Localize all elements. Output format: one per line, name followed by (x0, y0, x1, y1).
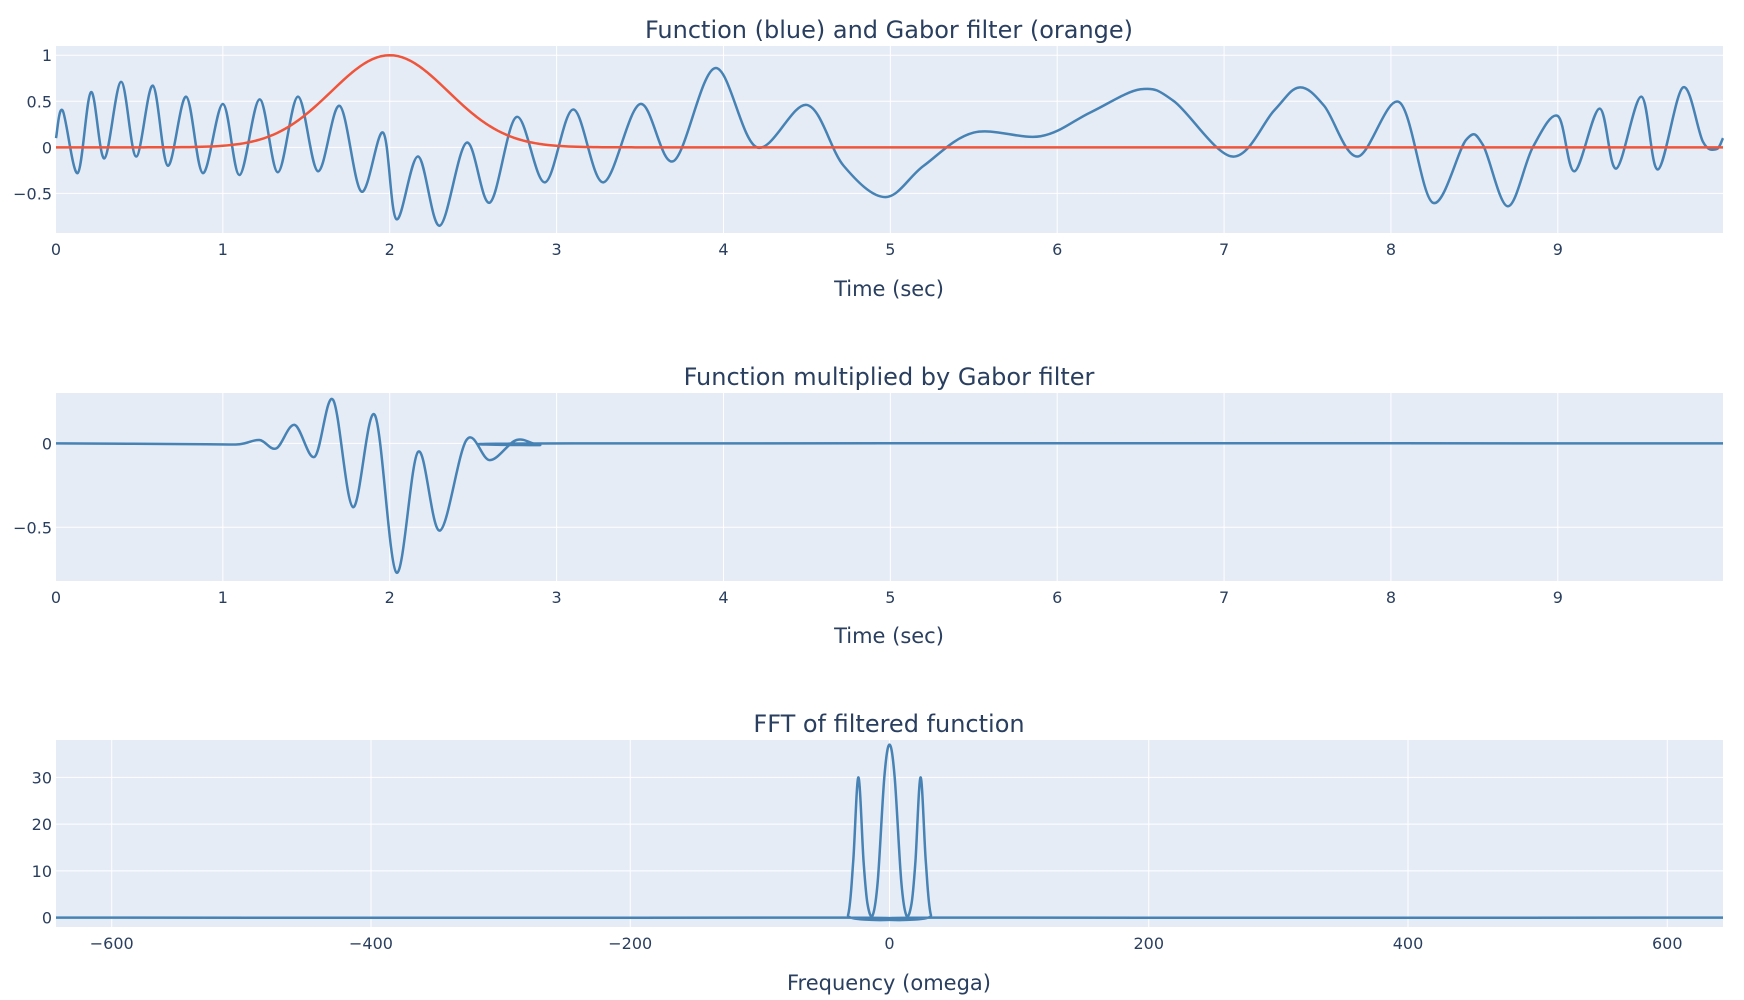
subplot-2-x-tick-labels: 0 1 2 3 4 5 6 7 8 9 (51, 588, 1563, 607)
subplot-2-title: Function multiplied by Gabor filter (684, 363, 1095, 391)
y-tick-label: 0 (42, 434, 52, 453)
series-line-1 (55, 743, 1724, 922)
subplot-3-title: FFT of filtered function (753, 710, 1024, 738)
series-line-1 (55, 398, 1724, 574)
subplot-2-series (55, 398, 1724, 574)
x-tick-label: 0 (51, 240, 61, 259)
y-tick-label: 0 (42, 909, 52, 928)
x-tick-label: 3 (552, 240, 562, 259)
x-tick-label: 7 (1219, 240, 1229, 259)
subplot-3-y-tick-labels: 0 10 20 30 (32, 768, 52, 927)
x-tick-label: 6 (1052, 588, 1062, 607)
y-tick-label: 0 (42, 138, 52, 157)
y-tick-label: 20 (32, 815, 52, 834)
y-tick-label: 10 (32, 862, 52, 881)
x-tick-label: 9 (1553, 240, 1563, 259)
x-tick-label: 5 (885, 240, 895, 259)
x-tick-label: 600 (1652, 934, 1683, 953)
subplot-3-series (55, 743, 1724, 922)
subplot-1-x-tick-labels: 0 1 2 3 4 5 6 7 8 9 (51, 240, 1563, 259)
x-tick-label: 7 (1219, 588, 1229, 607)
y-tick-label: 30 (32, 768, 52, 787)
subplot-3: 0 10 20 30 −600 −400 −200 0 200 400 600 FFT of fi… (32, 710, 1724, 995)
subplot-3-x-axis-label: Frequency (omega) (787, 971, 991, 995)
x-tick-label: −400 (349, 934, 393, 953)
y-tick-label: 1 (42, 46, 52, 65)
x-tick-label: 0 (884, 934, 894, 953)
y-tick-label: −0.5 (13, 518, 52, 537)
subplot-2-y-tick-labels: −0.5 0 (13, 434, 52, 537)
series-line-2 (56, 53, 1723, 149)
subplot-1: −0.5 0 0.5 1 0 1 2 3 4 5 6 7 8 9 Function (blue) and… (13, 16, 1725, 301)
x-tick-label: 3 (552, 588, 562, 607)
x-tick-label: 6 (1052, 240, 1062, 259)
x-tick-label: 8 (1386, 240, 1396, 259)
x-tick-label: 200 (1133, 934, 1164, 953)
x-tick-label: 4 (718, 240, 728, 259)
subplot-1-plot-area (56, 46, 1723, 233)
y-tick-label: −0.5 (13, 184, 52, 203)
x-tick-label: 8 (1386, 588, 1396, 607)
x-tick-label: 0 (51, 588, 61, 607)
subplot-1-x-axis-label: Time (sec) (833, 277, 944, 301)
x-tick-label: −200 (608, 934, 652, 953)
series-line-1 (54, 66, 1725, 227)
subplot-1-title: Function (blue) and Gabor filter (orange… (645, 16, 1133, 44)
subplot-1-series (54, 53, 1725, 227)
x-tick-label: 2 (385, 240, 395, 259)
x-tick-label: 400 (1393, 934, 1424, 953)
x-tick-label: 1 (218, 588, 228, 607)
subplot-3-x-tick-labels: −600 −400 −200 0 200 400 600 (90, 934, 1683, 953)
subplot-1-y-tick-labels: −0.5 0 0.5 1 (13, 46, 52, 203)
x-tick-label: 5 (885, 588, 895, 607)
subplot-1-gridlines (56, 46, 1723, 233)
x-tick-label: 4 (718, 588, 728, 607)
x-tick-label: 2 (385, 588, 395, 607)
subplot-2-x-axis-label: Time (sec) (833, 624, 944, 648)
subplot-2-plot-area (56, 393, 1723, 581)
y-tick-label: 0.5 (27, 92, 52, 111)
x-tick-label: 1 (218, 240, 228, 259)
subplot-2: −0.5 0 0 1 2 3 4 5 6 7 8 9 Function multiplied by … (13, 363, 1724, 648)
x-tick-label: 9 (1553, 588, 1563, 607)
x-tick-label: −600 (90, 934, 134, 953)
